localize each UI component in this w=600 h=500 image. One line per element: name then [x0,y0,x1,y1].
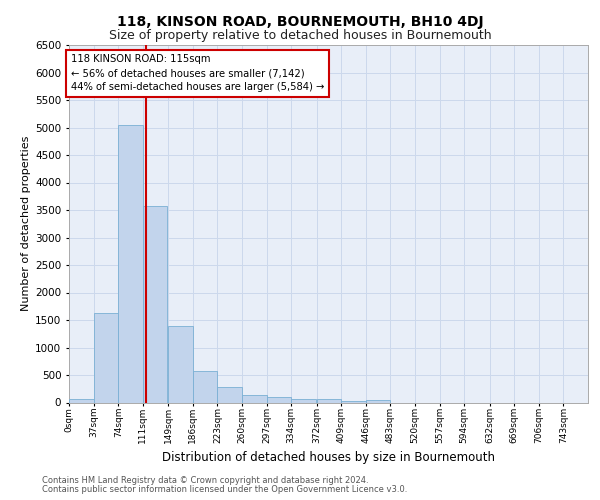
Text: 118, KINSON ROAD, BOURNEMOUTH, BH10 4DJ: 118, KINSON ROAD, BOURNEMOUTH, BH10 4DJ [116,15,484,29]
Bar [143,206,167,402]
Bar [193,370,217,402]
Bar [266,397,291,402]
Bar [118,125,143,402]
Bar [94,314,118,402]
Text: Contains HM Land Registry data © Crown copyright and database right 2024.: Contains HM Land Registry data © Crown c… [42,476,368,485]
Bar [168,326,193,402]
Bar [341,401,366,402]
X-axis label: Distribution of detached houses by size in Bournemouth: Distribution of detached houses by size … [162,452,495,464]
Text: Size of property relative to detached houses in Bournemouth: Size of property relative to detached ho… [109,29,491,42]
Bar [69,399,94,402]
Text: 118 KINSON ROAD: 115sqm
← 56% of detached houses are smaller (7,142)
44% of semi: 118 KINSON ROAD: 115sqm ← 56% of detache… [71,54,325,92]
Bar [366,400,391,402]
Text: Contains public sector information licensed under the Open Government Licence v3: Contains public sector information licen… [42,485,407,494]
Bar [317,399,341,402]
Bar [217,386,242,402]
Bar [291,398,316,402]
Bar [242,395,266,402]
Y-axis label: Number of detached properties: Number of detached properties [21,136,31,312]
